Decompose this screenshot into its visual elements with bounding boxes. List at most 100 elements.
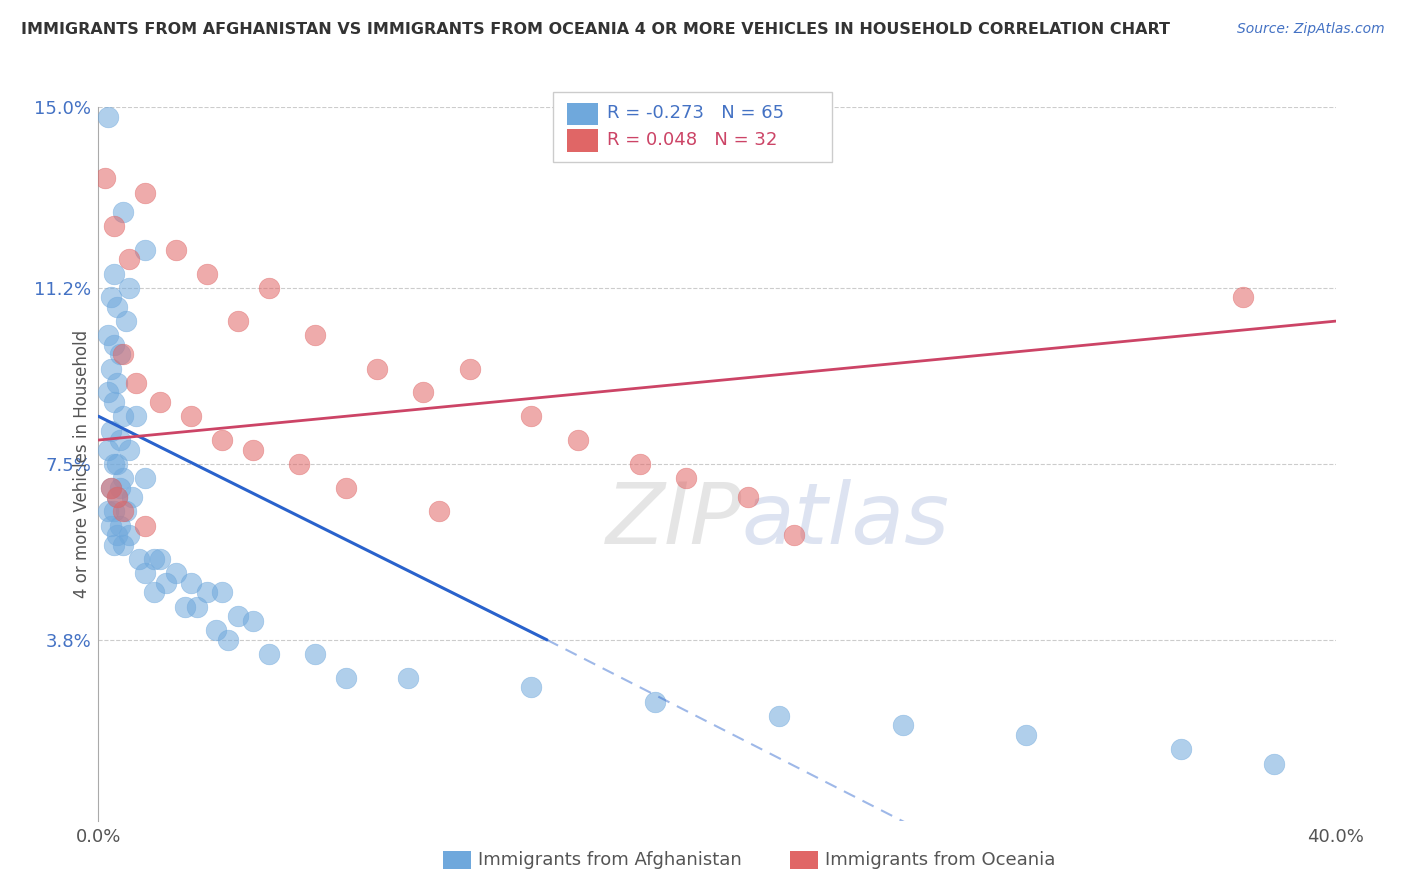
Point [105, 457, 128, 471]
Point [737, 490, 759, 504]
Point [412, 385, 434, 400]
Point [103, 338, 125, 352]
Point [226, 314, 249, 328]
Point [118, 281, 141, 295]
Point [108, 481, 131, 495]
Point [165, 566, 187, 581]
Point [768, 709, 790, 723]
Point [97, 442, 120, 457]
Point [134, 518, 156, 533]
Point [242, 442, 264, 457]
Text: Immigrants from Oceania: Immigrants from Oceania [825, 851, 1056, 869]
Point [115, 314, 138, 328]
Point [396, 671, 419, 685]
Point [180, 409, 202, 424]
Point [112, 538, 135, 552]
Point [675, 471, 697, 485]
Text: Immigrants from Afghanistan: Immigrants from Afghanistan [478, 851, 742, 869]
Point [195, 267, 218, 281]
Text: R = -0.273   N = 65: R = -0.273 N = 65 [607, 104, 785, 122]
Point [118, 252, 141, 267]
Point [134, 243, 156, 257]
Point [242, 614, 264, 628]
Point [105, 300, 128, 314]
Point [118, 528, 141, 542]
Point [520, 681, 543, 695]
Point [134, 471, 156, 485]
Point [112, 204, 135, 219]
Point [103, 538, 125, 552]
Point [217, 632, 239, 647]
Y-axis label: 4 or more Vehicles in Household: 4 or more Vehicles in Household [73, 330, 91, 598]
Point [108, 433, 131, 447]
Point [891, 718, 914, 732]
Point [100, 361, 122, 376]
Point [257, 647, 280, 661]
Point [165, 243, 187, 257]
Point [108, 347, 131, 361]
Point [195, 585, 218, 599]
Point [118, 442, 141, 457]
Point [257, 281, 280, 295]
Point [100, 518, 122, 533]
Point [103, 267, 125, 281]
Point [628, 457, 651, 471]
Point [115, 504, 138, 518]
Point [100, 424, 122, 438]
Point [100, 481, 122, 495]
Point [149, 395, 172, 409]
Point [112, 471, 135, 485]
Point [134, 186, 156, 200]
Point [149, 552, 172, 566]
Point [304, 647, 326, 661]
Point [644, 695, 666, 709]
Point [124, 376, 146, 390]
Point [121, 490, 143, 504]
Point [93, 171, 115, 186]
Point [100, 290, 122, 304]
Point [335, 671, 357, 685]
Point [458, 361, 481, 376]
Point [211, 433, 233, 447]
Point [1232, 290, 1254, 304]
Point [288, 457, 311, 471]
Text: Source: ZipAtlas.com: Source: ZipAtlas.com [1237, 22, 1385, 37]
Point [105, 376, 128, 390]
Point [143, 552, 166, 566]
Point [112, 347, 135, 361]
Point [103, 504, 125, 518]
Point [105, 528, 128, 542]
Point [105, 490, 128, 504]
Point [134, 566, 156, 581]
Point [304, 328, 326, 343]
Point [112, 409, 135, 424]
Point [112, 504, 135, 518]
Text: atlas: atlas [742, 479, 950, 563]
Point [1170, 742, 1192, 756]
Point [97, 385, 120, 400]
Point [97, 328, 120, 343]
Point [128, 552, 150, 566]
Point [105, 490, 128, 504]
Point [427, 504, 450, 518]
Text: IMMIGRANTS FROM AFGHANISTAN VS IMMIGRANTS FROM OCEANIA 4 OR MORE VEHICLES IN HOU: IMMIGRANTS FROM AFGHANISTAN VS IMMIGRANT… [21, 22, 1170, 37]
Point [366, 361, 388, 376]
Text: ZIP: ZIP [606, 479, 742, 563]
Point [103, 395, 125, 409]
Point [108, 518, 131, 533]
Point [1263, 756, 1285, 771]
Point [186, 599, 208, 614]
Point [103, 219, 125, 233]
Point [567, 433, 589, 447]
Point [520, 409, 543, 424]
Point [180, 575, 202, 590]
Point [143, 585, 166, 599]
Point [155, 575, 177, 590]
Point [100, 481, 122, 495]
Point [97, 504, 120, 518]
Point [97, 110, 120, 124]
Point [205, 624, 228, 638]
Point [1015, 728, 1038, 742]
Point [211, 585, 233, 599]
Point [335, 481, 357, 495]
